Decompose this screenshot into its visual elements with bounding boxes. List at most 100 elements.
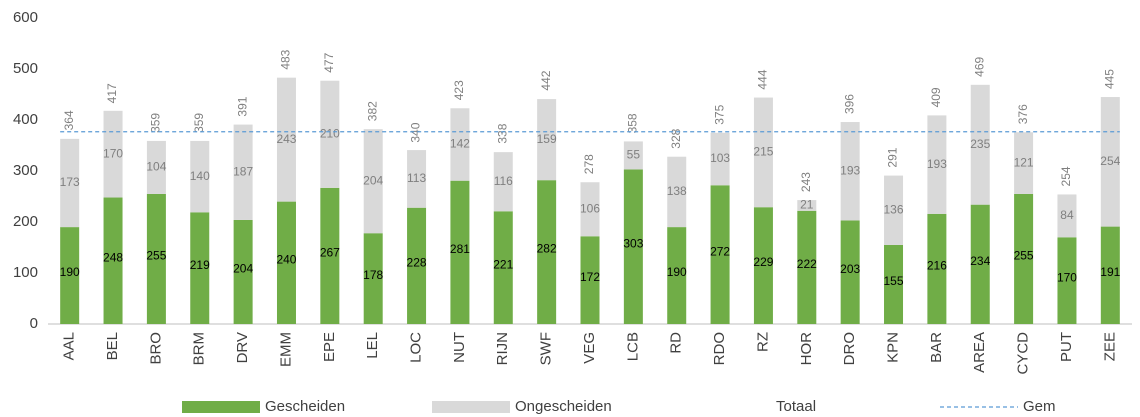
label-totaal: 396 [842, 94, 856, 114]
x-tick-label: BAR [928, 332, 945, 363]
label-totaal: 376 [1016, 104, 1030, 124]
label-gescheiden: 255 [146, 249, 166, 263]
label-gescheiden: 267 [320, 246, 340, 260]
label-totaal: 469 [972, 56, 986, 76]
x-tick-label: NUT [451, 332, 468, 363]
bar-gescheiden [797, 210, 817, 324]
label-ongescheiden: 235 [970, 137, 990, 151]
x-tick-label: RD [668, 332, 685, 354]
label-totaal: 328 [669, 128, 683, 148]
label-ongescheiden: 55 [627, 148, 641, 162]
label-ongescheiden: 204 [363, 173, 383, 187]
label-ongescheiden: 159 [537, 132, 557, 146]
x-tick-label: HOR [798, 332, 815, 366]
bar-gescheiden [710, 185, 730, 324]
x-tick-label: VEG [581, 332, 598, 364]
label-ongescheiden: 193 [840, 163, 860, 177]
label-gescheiden: 190 [60, 265, 80, 279]
x-tick-label: RDO [711, 332, 728, 365]
bar-ongescheiden [623, 141, 643, 170]
label-totaal: 338 [495, 123, 509, 143]
bar-gescheiden [103, 197, 123, 324]
label-ongescheiden: 121 [1014, 155, 1034, 169]
label-ongescheiden: 193 [927, 157, 947, 171]
label-totaal: 340 [409, 122, 423, 142]
label-totaal: 359 [192, 113, 206, 133]
x-tick-label: KPN [884, 332, 901, 363]
legend-label: Gescheiden [265, 398, 345, 415]
x-tick-label: LOC [408, 332, 425, 363]
x-tick-label: CYCD [1015, 332, 1032, 375]
bar-ongescheiden [970, 84, 990, 205]
bar-ongescheiden [753, 97, 773, 208]
label-totaal: 358 [626, 113, 640, 133]
label-totaal: 243 [799, 172, 813, 192]
label-totaal: 442 [539, 70, 553, 90]
label-gescheiden: 178 [363, 268, 383, 282]
label-ongescheiden: 243 [276, 132, 296, 146]
label-gescheiden: 170 [1057, 270, 1077, 284]
bar-ongescheiden [363, 129, 383, 234]
label-gescheiden: 203 [840, 262, 860, 276]
legend-label: Gem [1023, 398, 1056, 415]
bar-ongescheiden [537, 99, 557, 181]
x-tick-label: PUT [1058, 332, 1075, 362]
label-totaal: 423 [452, 80, 466, 100]
label-ongescheiden: 170 [103, 146, 123, 160]
x-tick-label: AAL [61, 332, 78, 360]
bar-gescheiden [1014, 193, 1034, 324]
label-gescheiden: 240 [276, 252, 296, 266]
x-tick-label: EPE [321, 332, 338, 362]
bar-ongescheiden [840, 122, 860, 221]
bar-gescheiden [320, 187, 340, 324]
label-totaal: 409 [929, 87, 943, 107]
y-tick-label: 500 [13, 60, 38, 77]
bar-gescheiden [667, 227, 687, 324]
label-gescheiden: 229 [753, 255, 773, 269]
label-totaal: 417 [105, 83, 119, 103]
label-totaal: 375 [712, 104, 726, 124]
label-totaal: 278 [582, 154, 596, 174]
x-tick-label: DRO [841, 332, 858, 365]
bar-gescheiden [753, 207, 773, 324]
legend-swatch [432, 401, 510, 413]
bar-gescheiden [60, 227, 80, 324]
label-gescheiden: 216 [927, 259, 947, 273]
bar-ongescheiden [60, 138, 80, 228]
bar-gescheiden [276, 201, 296, 324]
label-totaal: 254 [1059, 166, 1073, 186]
label-gescheiden: 191 [1100, 265, 1120, 279]
bar-gescheiden [407, 207, 427, 324]
bar-ongescheiden [103, 110, 123, 198]
x-tick-label: BRM [191, 332, 208, 365]
bar-ongescheiden [233, 124, 253, 220]
x-tick-label: DRV [234, 332, 251, 363]
label-gescheiden: 281 [450, 242, 470, 256]
x-tick-label: BRO [147, 332, 164, 365]
bar-gescheiden [233, 219, 253, 324]
label-gescheiden: 303 [623, 236, 643, 250]
x-tick-label: ZEE [1101, 332, 1118, 361]
bar-ongescheiden [884, 175, 904, 245]
bar-gescheiden [190, 212, 210, 324]
label-ongescheiden: 215 [753, 145, 773, 159]
bar-gescheiden [146, 193, 166, 324]
bar-gescheiden [623, 169, 643, 324]
bar-ongescheiden [1057, 194, 1077, 238]
label-ongescheiden: 104 [146, 160, 166, 174]
label-totaal: 391 [235, 96, 249, 116]
label-totaal: 291 [886, 147, 900, 167]
bar-gescheiden [450, 180, 470, 324]
legend-label: Totaal [776, 398, 816, 415]
y-tick-label: 300 [13, 162, 38, 179]
bar-gescheiden [884, 244, 904, 324]
label-ongescheiden: 254 [1100, 154, 1120, 168]
label-gescheiden: 204 [233, 262, 253, 276]
y-tick-label: 200 [13, 213, 38, 230]
label-ongescheiden: 173 [60, 175, 80, 189]
bar-ongescheiden [580, 182, 600, 237]
bar-ongescheiden [927, 115, 947, 214]
bar-ongescheiden [797, 200, 817, 211]
bar-ongescheiden [1100, 97, 1120, 227]
